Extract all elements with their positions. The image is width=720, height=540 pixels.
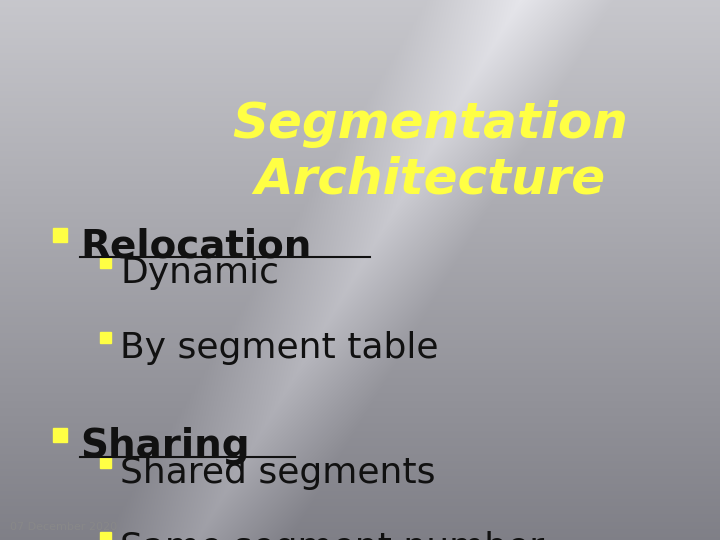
Text: 07 December 2020: 07 December 2020	[10, 522, 117, 532]
Bar	[99, 531, 110, 540]
Text: Relocation: Relocation	[80, 227, 311, 265]
Bar	[99, 456, 110, 468]
Bar	[53, 428, 67, 442]
Text: Segmentation
Architecture: Segmentation Architecture	[232, 100, 628, 204]
Bar	[53, 228, 67, 242]
Text: Sharing: Sharing	[80, 427, 250, 465]
Text: By segment table: By segment table	[120, 331, 438, 365]
Text: Shared segments: Shared segments	[120, 456, 436, 490]
Bar	[99, 256, 110, 267]
Text: Dynamic: Dynamic	[120, 256, 279, 290]
Bar	[99, 332, 110, 342]
Text: Same segment number: Same segment number	[120, 531, 544, 540]
